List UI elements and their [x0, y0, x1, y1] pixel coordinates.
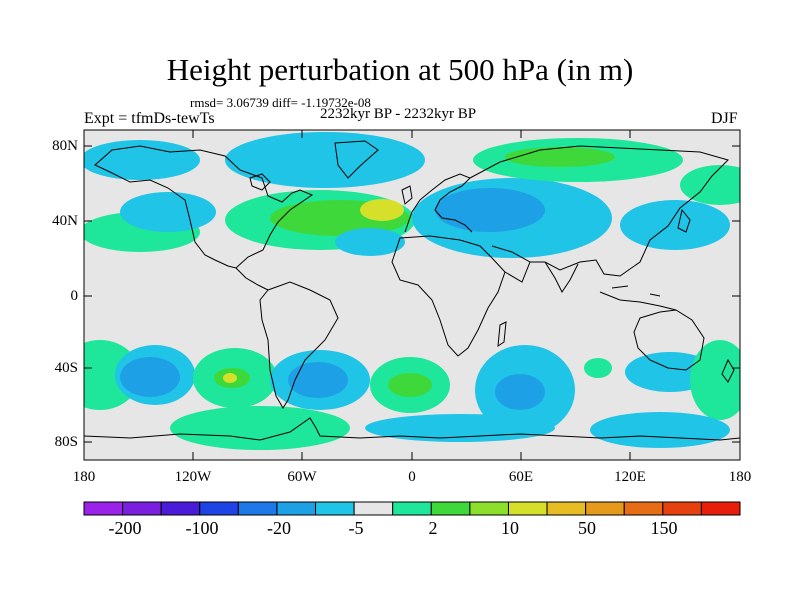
- coast-africa: [391, 235, 506, 357]
- lon-label-60w: 60W: [287, 469, 317, 485]
- colorbar-swatch: [199, 501, 239, 516]
- contour-s-pacific-core: [120, 357, 180, 397]
- contour-antarctic-green: [170, 406, 350, 450]
- colorbar-swatch: [160, 501, 201, 516]
- colorbar-swatch: [507, 501, 548, 516]
- lat-label-80s: 80S: [54, 434, 78, 450]
- colorbar-swatch: [469, 501, 509, 516]
- lon-label-120e: 120E: [614, 469, 646, 485]
- coast-greenland: [334, 140, 379, 179]
- colorbar-label: 10: [501, 518, 519, 538]
- contour-indian-ocean-core: [495, 374, 545, 410]
- map-plot-area: [84, 130, 740, 460]
- colorbar-swatch: [237, 501, 278, 516]
- contour-antarctic-east-blue: [590, 412, 730, 448]
- coast-hudson-bay: [249, 173, 271, 191]
- contour-tasman-green: [690, 340, 740, 420]
- rmsd-diff-stats: rmsd= 3.06739 diff= -1.19732e-08: [190, 95, 371, 110]
- period-label: 2232kyr BP - 2232kyr BP: [320, 106, 477, 122]
- contour-e-asia-blue: [620, 200, 730, 250]
- lon-label-180-east: 180: [728, 469, 752, 485]
- lat-label-80n: 80N: [52, 138, 78, 154]
- colorbar-swatch: [353, 501, 394, 516]
- lon-label-120w: 120W: [174, 469, 212, 485]
- colorbar-swatch: [700, 501, 741, 516]
- lat-label-40s: 40S: [54, 360, 78, 376]
- contour-mid-atlantic-blue: [335, 228, 405, 256]
- contour-s-america-core: [288, 362, 348, 398]
- lat-label-0: 0: [70, 288, 79, 304]
- coast-antarctica: [84, 417, 740, 441]
- coast-australia: [633, 309, 705, 371]
- plot-title: Height perturbation at 500 hPa (in m): [166, 52, 634, 87]
- colorbar-swatch: [122, 501, 162, 516]
- coast-south-america: [259, 281, 339, 409]
- coast-north-america: [94, 145, 314, 269]
- colorbar-swatch: [546, 501, 587, 516]
- colorbar-label: -5: [348, 518, 364, 538]
- colorbar-swatch: [276, 501, 317, 516]
- contour-siberia-core: [505, 147, 615, 167]
- coast-india: [544, 261, 579, 293]
- coast-europe: [404, 173, 473, 233]
- contour-s-indian-green: [584, 358, 612, 378]
- axis-ticks: [84, 130, 740, 460]
- coast-japan: [677, 208, 691, 233]
- colorbar-label: -200: [108, 518, 142, 538]
- colorbar-swatch: [392, 501, 432, 516]
- experiment-label: Expt = tfmDs-tewTs: [84, 110, 215, 127]
- lon-label-60e: 60E: [508, 469, 534, 485]
- colorbar-swatch: [83, 501, 124, 516]
- contour-atlantic-max: [360, 199, 404, 221]
- colorbar-swatch: [585, 501, 625, 516]
- coast-central-america: [235, 267, 269, 291]
- colorbar-swatch: [662, 501, 702, 516]
- contour-s-atlantic-core: [388, 373, 432, 397]
- coast-asia: [469, 145, 729, 277]
- colorbar-label: 150: [650, 518, 678, 538]
- colorbar-swatch: [623, 501, 664, 516]
- colorbar-label: 2: [428, 518, 438, 538]
- colorbar-label: -100: [185, 518, 219, 538]
- lat-label-40n: 40N: [52, 213, 78, 229]
- contour-n-pacific-blue: [120, 192, 216, 232]
- colorbar-label: -20: [267, 518, 291, 538]
- colorbar: [83, 501, 741, 516]
- colorbar-swatch: [430, 501, 471, 516]
- lon-label-180-west: 180: [72, 469, 96, 485]
- contour-eurasia-core: [435, 188, 545, 232]
- season-label: DJF: [711, 110, 738, 127]
- contour-antarctic-blue: [365, 414, 555, 442]
- colorbar-swatch: [315, 501, 355, 516]
- coast-madagascar: [497, 321, 507, 347]
- contour-canada-blue: [225, 132, 425, 188]
- contour-n-pacific-east-green: [680, 165, 740, 205]
- lon-label-0: 0: [408, 469, 416, 485]
- coast-indonesia: [599, 285, 677, 311]
- colorbar-label: 50: [578, 518, 596, 538]
- coast-new-zealand: [721, 358, 735, 383]
- coastlines: [84, 140, 740, 441]
- contour-s-pacific-max: [223, 373, 237, 383]
- coast-uk: [401, 185, 413, 205]
